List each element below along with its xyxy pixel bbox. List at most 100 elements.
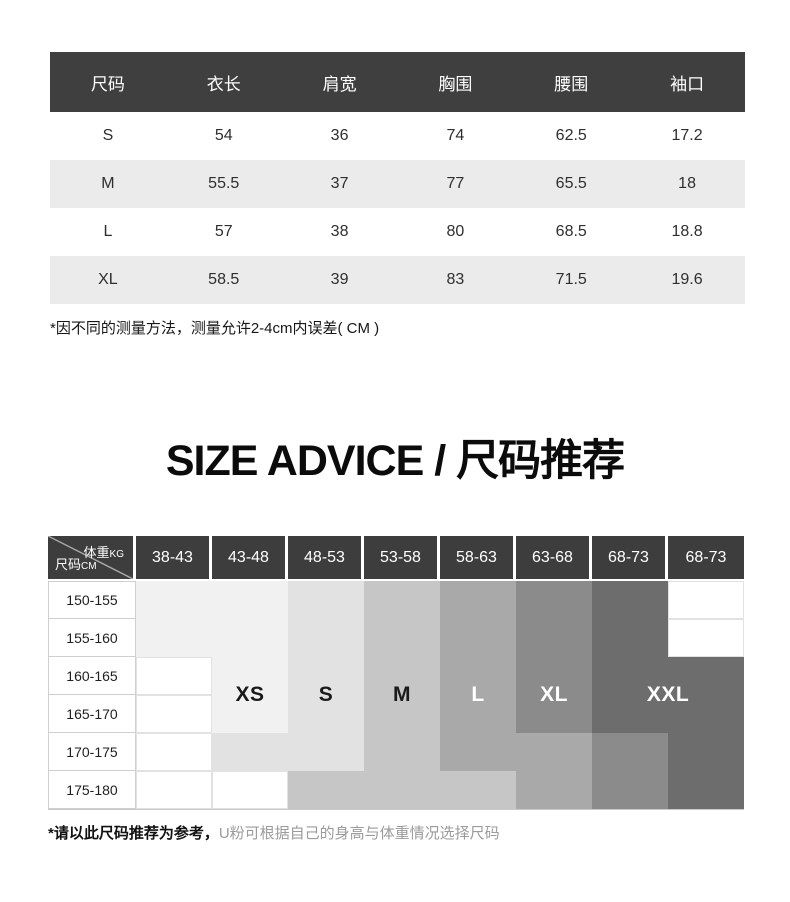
chart-corner-cell: 体重KG 尺码CM bbox=[48, 536, 136, 581]
chart-cell bbox=[212, 695, 288, 733]
chart-cell bbox=[136, 619, 212, 657]
measurement-cell: 68.5 bbox=[555, 223, 587, 240]
measurement-cell: 65.5 bbox=[555, 175, 587, 192]
chart-cell bbox=[516, 657, 592, 695]
measurement-header-cell: 腰围 bbox=[554, 74, 589, 94]
chart-cell bbox=[440, 657, 516, 695]
measurement-cell: 38 bbox=[330, 223, 349, 240]
chart-cell bbox=[212, 771, 288, 809]
size-label: M bbox=[393, 683, 411, 706]
measurement-cell: 55.5 bbox=[208, 175, 240, 192]
size-advice-note: *请以此尺码推荐为参考，U粉可根据自己的身高与体重情况选择尺码 bbox=[48, 823, 790, 845]
chart-cell bbox=[440, 619, 516, 657]
measurement-note: *因不同的测量方法，测量允许2-4cm内误差( CM ) bbox=[50, 320, 380, 337]
chart-cell bbox=[288, 733, 364, 771]
chart-cell bbox=[668, 581, 744, 619]
size-axis-label: 尺码CM bbox=[55, 554, 97, 573]
chart-cell bbox=[212, 581, 288, 619]
chart-cell bbox=[212, 657, 288, 695]
height-row-label: 160-165 bbox=[48, 657, 136, 695]
size-advice-note-rest: U粉可根据自己的身高与体重情况选择尺码 bbox=[218, 825, 500, 842]
measurement-cell: 62.5 bbox=[555, 127, 587, 144]
chart-cell bbox=[668, 695, 744, 733]
chart-cell bbox=[364, 619, 440, 657]
measurement-cell: 54 bbox=[214, 127, 233, 144]
chart-cell bbox=[288, 771, 364, 809]
chart-cell bbox=[136, 733, 212, 771]
weight-axis-label: 体重KG bbox=[84, 542, 124, 561]
chart-cell bbox=[288, 657, 364, 695]
measurement-header-cell: 袖口 bbox=[670, 74, 705, 94]
size-advice-note-bold: *请以此尺码推荐为参考， bbox=[48, 825, 219, 842]
size-axis-unit: CM bbox=[81, 561, 97, 572]
measurement-row: M 55.5 37 77 65.5 18 bbox=[50, 160, 745, 208]
chart-cell bbox=[516, 581, 592, 619]
measurement-cell: 71.5 bbox=[555, 271, 587, 288]
measurement-row: XL 58.5 39 83 71.5 19.6 bbox=[50, 256, 745, 304]
size-axis-text: 尺码 bbox=[55, 557, 82, 572]
chart-cell bbox=[364, 733, 440, 771]
chart-cell bbox=[136, 695, 212, 733]
chart-cell bbox=[364, 581, 440, 619]
measurement-cell: 77 bbox=[446, 175, 465, 192]
measurement-cell: 80 bbox=[446, 223, 465, 240]
size-label: XXL bbox=[646, 683, 690, 706]
chart-cell bbox=[668, 733, 744, 771]
chart-cell bbox=[516, 619, 592, 657]
chart-cell bbox=[136, 657, 212, 695]
measurement-cell: 58.5 bbox=[208, 271, 240, 288]
size-label: L bbox=[471, 683, 485, 706]
measurement-cell: L bbox=[103, 223, 113, 240]
chart-cell bbox=[212, 733, 288, 771]
measurement-header-cell: 胸围 bbox=[438, 74, 473, 94]
chart-cell bbox=[592, 771, 668, 809]
size-label: XS bbox=[235, 683, 265, 706]
chart-cell bbox=[440, 771, 516, 809]
measurement-cell: M bbox=[101, 175, 115, 192]
height-row-label: 175-180 bbox=[48, 771, 136, 809]
height-row-label: 170-175 bbox=[48, 733, 136, 771]
measurement-cell: 39 bbox=[330, 271, 349, 288]
chart-cell bbox=[288, 695, 364, 733]
measurement-row: S 54 36 74 62.5 17.2 bbox=[50, 112, 745, 160]
measurement-cell: 17.2 bbox=[671, 127, 703, 144]
measurement-cell: 19.6 bbox=[671, 271, 703, 288]
chart-cell bbox=[592, 619, 668, 657]
weight-axis-unit: KG bbox=[109, 549, 124, 560]
chart-cell bbox=[516, 695, 592, 733]
chart-cell bbox=[668, 657, 744, 695]
measurement-row: L 57 38 80 68.5 18.8 bbox=[50, 208, 745, 256]
weight-header-cell: 68-73 bbox=[668, 536, 744, 581]
height-row-label: 165-170 bbox=[48, 695, 136, 733]
section-title: SIZE ADVICE / 尺码推荐 bbox=[165, 437, 625, 485]
chart-cell bbox=[668, 619, 744, 657]
weight-header-cell: 68-73 bbox=[592, 536, 668, 581]
chart-cell bbox=[592, 733, 668, 771]
chart-cell bbox=[364, 657, 440, 695]
chart-cell bbox=[440, 695, 516, 733]
weight-header-cell: 58-63 bbox=[440, 536, 516, 581]
measurement-cell: 57 bbox=[214, 223, 233, 240]
measurement-cell: 36 bbox=[330, 127, 349, 144]
weight-header-cell: 43-48 bbox=[212, 536, 288, 581]
measurement-table-header: 尺码 衣长 肩宽 胸围 腰围 袖口 bbox=[50, 52, 745, 112]
measurement-cell: S bbox=[102, 127, 114, 144]
chart-cell bbox=[136, 771, 212, 809]
size-label: S bbox=[318, 683, 334, 706]
chart-cell bbox=[668, 771, 744, 809]
chart-cell bbox=[592, 657, 668, 695]
weight-axis-text: 体重 bbox=[83, 545, 110, 560]
measurement-cell: XL bbox=[98, 271, 118, 288]
measurement-header-cell: 肩宽 bbox=[322, 74, 357, 94]
measurement-cell: 18.8 bbox=[671, 223, 703, 240]
measurement-table: 尺码 衣长 肩宽 胸围 腰围 袖口 S 54 36 74 62.5 17.2 M 55.5 37 77 65.… bbox=[50, 52, 745, 304]
weight-header-cell: 38-43 bbox=[136, 536, 212, 581]
measurement-header-cell: 尺码 bbox=[90, 74, 125, 94]
size-recommendation-chart: 体重KG 尺码CM 38-43 43-48 48-53 53-58 58-63 63-68… bbox=[48, 536, 744, 810]
chart-cell bbox=[592, 581, 668, 619]
weight-header-cell: 63-68 bbox=[516, 536, 592, 581]
chart-cell bbox=[288, 581, 364, 619]
height-row-label: 150-155 bbox=[48, 581, 136, 619]
height-row-label: 155-160 bbox=[48, 619, 136, 657]
measurement-cell: 18 bbox=[678, 175, 696, 192]
